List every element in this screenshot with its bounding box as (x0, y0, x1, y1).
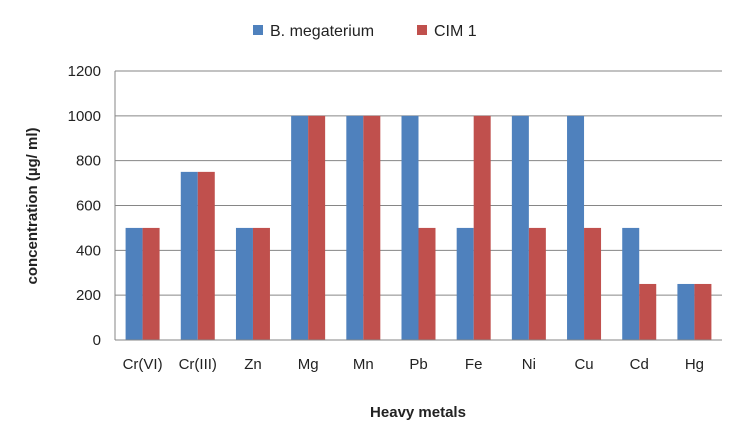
y-tick-label-200: 200 (76, 287, 101, 304)
bar-cim-1-cd (639, 283, 657, 340)
x-tick-label-cr-vi: Cr(VI) (123, 356, 163, 373)
x-tick-label-pb: Pb (409, 356, 427, 373)
legend-label-cim-1: CIM 1 (434, 23, 477, 40)
x-tick-label-fe: Fe (465, 356, 483, 373)
x-tick-label-cu: Cu (574, 356, 593, 373)
bar-cim-1-hg (694, 283, 712, 340)
bar-cim-1-mn (363, 115, 381, 340)
legend-label-b-megaterium: B. megaterium (270, 23, 374, 40)
legend: B. megaterium CIM 1 (253, 23, 477, 40)
bar-cim-1-cr-iii (197, 171, 215, 340)
bar-cim-1-ni (528, 227, 546, 340)
legend-swatch-b-megaterium (253, 25, 263, 35)
x-tick-label-ni: Ni (522, 356, 536, 373)
y-tick-labels: 0 200 400 600 800 1000 1200 (68, 63, 101, 349)
x-tick-label-mn: Mn (353, 356, 374, 373)
y-tick-label-1000: 1000 (68, 108, 101, 125)
bar-cim-1-cr-vi (142, 227, 160, 340)
bar-cim-1-fe (473, 115, 491, 340)
x-tick-label-hg: Hg (685, 356, 704, 373)
bar-b-megaterium-mg (291, 115, 309, 340)
bar-cim-1-cu (584, 227, 602, 340)
bar-b-megaterium-cd (622, 227, 640, 340)
x-tick-label-zn: Zn (244, 356, 262, 373)
y-tick-label-1200: 1200 (68, 63, 101, 80)
x-tick-label-cd: Cd (630, 356, 649, 373)
axes (114, 71, 722, 341)
bar-cim-1-mg (308, 115, 326, 340)
y-axis-title: concentration (µg/ ml) (24, 128, 41, 285)
x-axis-title: Heavy metals (370, 404, 466, 421)
bar-b-megaterium-fe (456, 227, 474, 340)
legend-swatch-cim-1 (417, 25, 427, 35)
bar-b-megaterium-zn (235, 227, 253, 340)
bar-b-megaterium-cu (567, 115, 585, 340)
bar-b-megaterium-hg (677, 283, 695, 340)
bar-b-megaterium-pb (401, 115, 419, 340)
x-tick-labels: Cr(VI) Cr(III) Zn Mg Mn Pb Fe Ni Cu Cd Hg (123, 356, 704, 373)
y-tick-label-800: 800 (76, 153, 101, 170)
x-tick-label-mg: Mg (298, 356, 319, 373)
bars (125, 115, 712, 340)
bar-b-megaterium-ni (511, 115, 529, 340)
y-tick-label-600: 600 (76, 198, 101, 215)
y-tick-label-400: 400 (76, 242, 101, 259)
bar-b-megaterium-cr-vi (125, 227, 143, 340)
bar-b-megaterium-mn (346, 115, 364, 340)
x-tick-label-cr-iii: Cr(III) (179, 356, 217, 373)
bar-cim-1-pb (418, 227, 436, 340)
y-tick-label-0: 0 (93, 332, 101, 349)
bar-cim-1-zn (252, 227, 270, 340)
bar-b-megaterium-cr-iii (180, 171, 198, 340)
